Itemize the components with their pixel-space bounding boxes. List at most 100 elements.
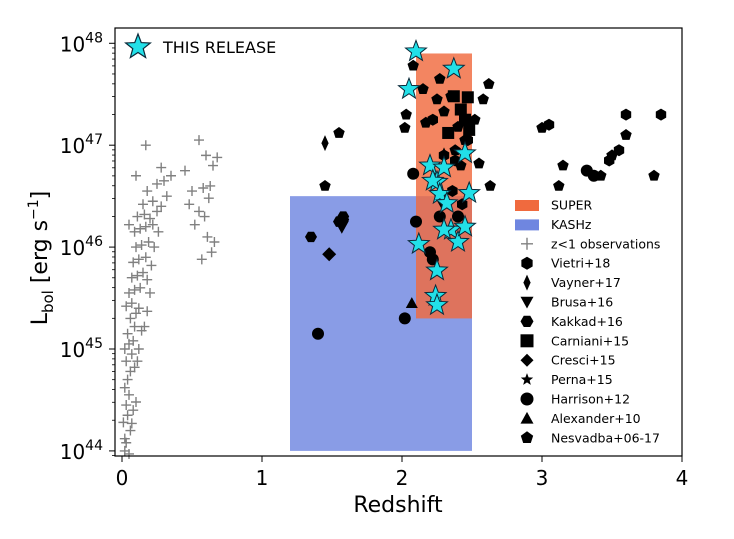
z-1-observations-point [131,396,141,407]
top-legend-star-marker [124,32,152,59]
y-tick-label: 1046 [60,234,103,260]
z-1-observations-point [124,448,134,459]
vayner-17-point [321,135,329,152]
brusa-16-point [334,221,349,234]
legend-marker-triangle-up [520,411,534,424]
x-tick-label: 3 [536,466,549,490]
z-1-observations-point [201,150,211,161]
z-1-observations-point [189,219,200,230]
z-1-observations-point [129,226,140,237]
z-1-observations-point [145,213,155,224]
x-tick-label: 4 [676,466,689,490]
z-1-observations-point [135,282,146,293]
legend-marker-patch [515,219,539,231]
cresci-15-point [322,247,337,262]
legend-label: Alexander+10 [551,411,641,426]
this-release-point [453,140,477,164]
legend-marker-hexagon [521,256,533,270]
legend-marker-circle [520,392,534,406]
nesvadba-06-17-point [434,72,446,84]
z-1-observations-point [194,206,204,217]
carniani-15-point [447,90,460,103]
vietri-18-point [427,113,438,126]
series-vietri-18 [427,108,667,211]
z-1-observations-point [131,170,141,181]
legend-label: Vayner+17 [551,275,621,290]
x-tick-label: 2 [396,466,409,490]
legend-label: SUPER [551,198,593,213]
this-release-point [397,76,421,100]
this-release-point [434,190,459,214]
z-1-observations-point [202,231,213,242]
top-legend: THIS RELEASE [124,32,276,59]
z-1-observations-point [153,226,164,237]
nesvadba-06-17-point [319,179,331,191]
top-legend-label: THIS RELEASE [162,38,276,57]
alexander-10-point [405,297,418,308]
z-1-observations-point [180,165,190,176]
legend-item-kakkad-16: Kakkad+16 [520,314,623,329]
z-1-observations-point [128,335,139,346]
legend-label: KASHz [551,217,592,232]
z-1-observations-point [139,321,150,332]
z-1-observations-point [146,260,157,271]
z-1-observations-point [128,257,139,268]
z-1-observations-point [128,405,139,416]
z-1-observations-point [161,191,172,202]
z-1-observations-point [119,382,130,393]
legend-marker-patch [515,200,539,211]
y-tick-base: 10 [60,236,85,260]
z-1-observations-point [143,237,154,247]
this-release-point [457,180,482,204]
legend-marker-plus [521,237,533,250]
nesvadba-06-17-point [620,129,632,140]
this-release-point [453,214,477,237]
plot-frame [114,27,683,457]
harrison-12-point [398,312,411,325]
series-this-release [397,39,482,316]
z-1-observations-point [125,425,136,436]
series-alexander-10 [405,297,418,308]
z-1-observations-point [124,219,134,230]
z-1-observations-point [119,433,130,444]
y-tick-exponent: 45 [85,336,103,352]
legend-label: Perna+15 [551,372,613,387]
harrison-12-point [312,327,324,340]
legend-marker-diamond [520,353,534,367]
y-tick-base: 10 [60,134,85,158]
nesvadba-06-17-point [553,179,565,191]
z-1-observations-point [133,344,144,354]
legend: SUPER KASHz z<1 observations Vietri+18 Vayne… [515,198,660,445]
legend-marker-pentagon [520,431,534,444]
vietri-18-point [655,108,667,121]
legend-item-alexander-10: Alexander+10 [520,411,641,426]
harrison-12-point [410,215,422,228]
y-tick-base: 10 [60,440,85,464]
legend-marker-star [520,373,534,385]
z-1-observations-point [122,328,133,339]
z-1-observations-point [129,284,140,295]
z-1-observations-point [124,389,134,400]
nesvadba-06-17-point [400,108,412,120]
z-1-observations-point [142,274,153,285]
harrison-12-point [407,167,420,180]
z-1-observations-point [199,211,210,222]
y-tick-exponent: 47 [85,132,103,148]
nesvadba-06-17-point [438,105,450,117]
this-release-point [425,292,449,316]
z-1-observations-point [196,254,207,265]
z-1-observations-point [131,242,141,253]
z-1-observations-point [132,356,143,367]
z-1-observations-point [126,298,137,309]
legend-marker-thin-diamond [523,274,531,291]
z-1-observations-point [156,201,167,212]
this-release-point [406,231,431,255]
legend-item-super: SUPER [515,198,593,213]
data-points [118,39,667,459]
y-tick-base: 10 [60,32,85,56]
legend-item-perna-15: Perna+15 [520,372,613,387]
legend-label: Nesvadba+06-17 [551,430,660,445]
vietri-18-point [450,154,461,167]
legend-label: z<1 observations [551,236,660,251]
